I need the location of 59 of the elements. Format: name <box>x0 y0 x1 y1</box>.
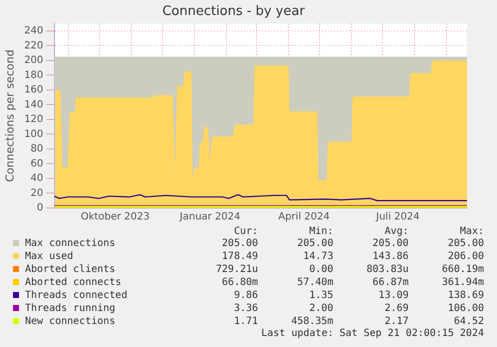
text: 3.36 <box>232 302 260 315</box>
y-tick-label: 220 <box>24 40 44 52</box>
text: 361.94m <box>440 276 485 289</box>
text: 66.87m <box>372 276 410 289</box>
y-tick-label: 0 <box>36 202 44 214</box>
y-tick-label: 120 <box>24 114 44 126</box>
text: 1.35 <box>308 289 334 302</box>
x-tick-label: Oktober 2023 <box>80 212 150 223</box>
text: 206.00 <box>446 250 485 263</box>
text: Avg: <box>384 226 410 237</box>
text: 143.86 <box>372 250 410 263</box>
y-tick-label: 240 <box>24 26 44 37</box>
y-tick-label: 60 <box>30 158 44 170</box>
x-tick-label: Juli 2024 <box>375 212 420 223</box>
text: 57.40m <box>296 276 334 289</box>
text: Cur: <box>232 226 260 237</box>
text: 205.00 <box>296 237 334 250</box>
legend-label: Max used <box>24 250 74 263</box>
text: 106.00 <box>446 302 485 315</box>
text: Last update: Sat Sep 21 02:00:15 2024 <box>260 328 485 339</box>
y-tick-label: 180 <box>24 70 44 81</box>
legend-label: Max connections <box>24 237 116 250</box>
text: Min: <box>308 226 334 237</box>
text: 205.00 <box>220 237 260 250</box>
text: 2.69 <box>384 302 410 315</box>
text: 14.73 <box>302 250 334 263</box>
text: 178.49 <box>220 250 260 263</box>
y-axis-title: Connections per second <box>3 50 16 182</box>
legend-label: New connections <box>24 315 116 328</box>
y-tick-label: 100 <box>24 128 44 140</box>
text: 138.69 <box>446 289 485 302</box>
legend-label: Aborted connects <box>24 276 122 289</box>
text: 64.52 <box>452 315 485 328</box>
text: 205.00 <box>372 237 410 250</box>
text: 9.86 <box>232 289 260 302</box>
text: 660.19m <box>440 263 485 276</box>
text: 2.00 <box>308 302 334 315</box>
chart-title: Connections - by year <box>162 4 306 20</box>
legend-label: Aborted clients <box>24 263 116 276</box>
y-tick-label: 200 <box>24 55 44 66</box>
text: 729.21u <box>214 263 260 276</box>
text: 1.71 <box>232 315 260 328</box>
text: 803.83u <box>366 263 410 276</box>
y-tick-label: 160 <box>24 84 44 96</box>
y-tick-label: 40 <box>30 173 44 184</box>
y-tick-label: 140 <box>24 99 44 110</box>
text: 205.00 <box>446 237 485 250</box>
text: 0.00 <box>308 263 334 276</box>
legend-label: Threads connected <box>24 289 128 302</box>
text: Max: <box>458 226 485 237</box>
text: 66.80m <box>220 276 260 289</box>
text: 13.09 <box>378 289 410 302</box>
y-tick-label: 80 <box>30 144 44 155</box>
x-tick-label: Januar 2024 <box>178 212 240 223</box>
text: 2.17 <box>384 315 410 328</box>
text: 458.35m <box>290 315 334 328</box>
x-tick-label: April 2024 <box>278 212 330 223</box>
y-tick-label: 20 <box>30 188 44 199</box>
legend-label: Threads running <box>24 302 116 315</box>
